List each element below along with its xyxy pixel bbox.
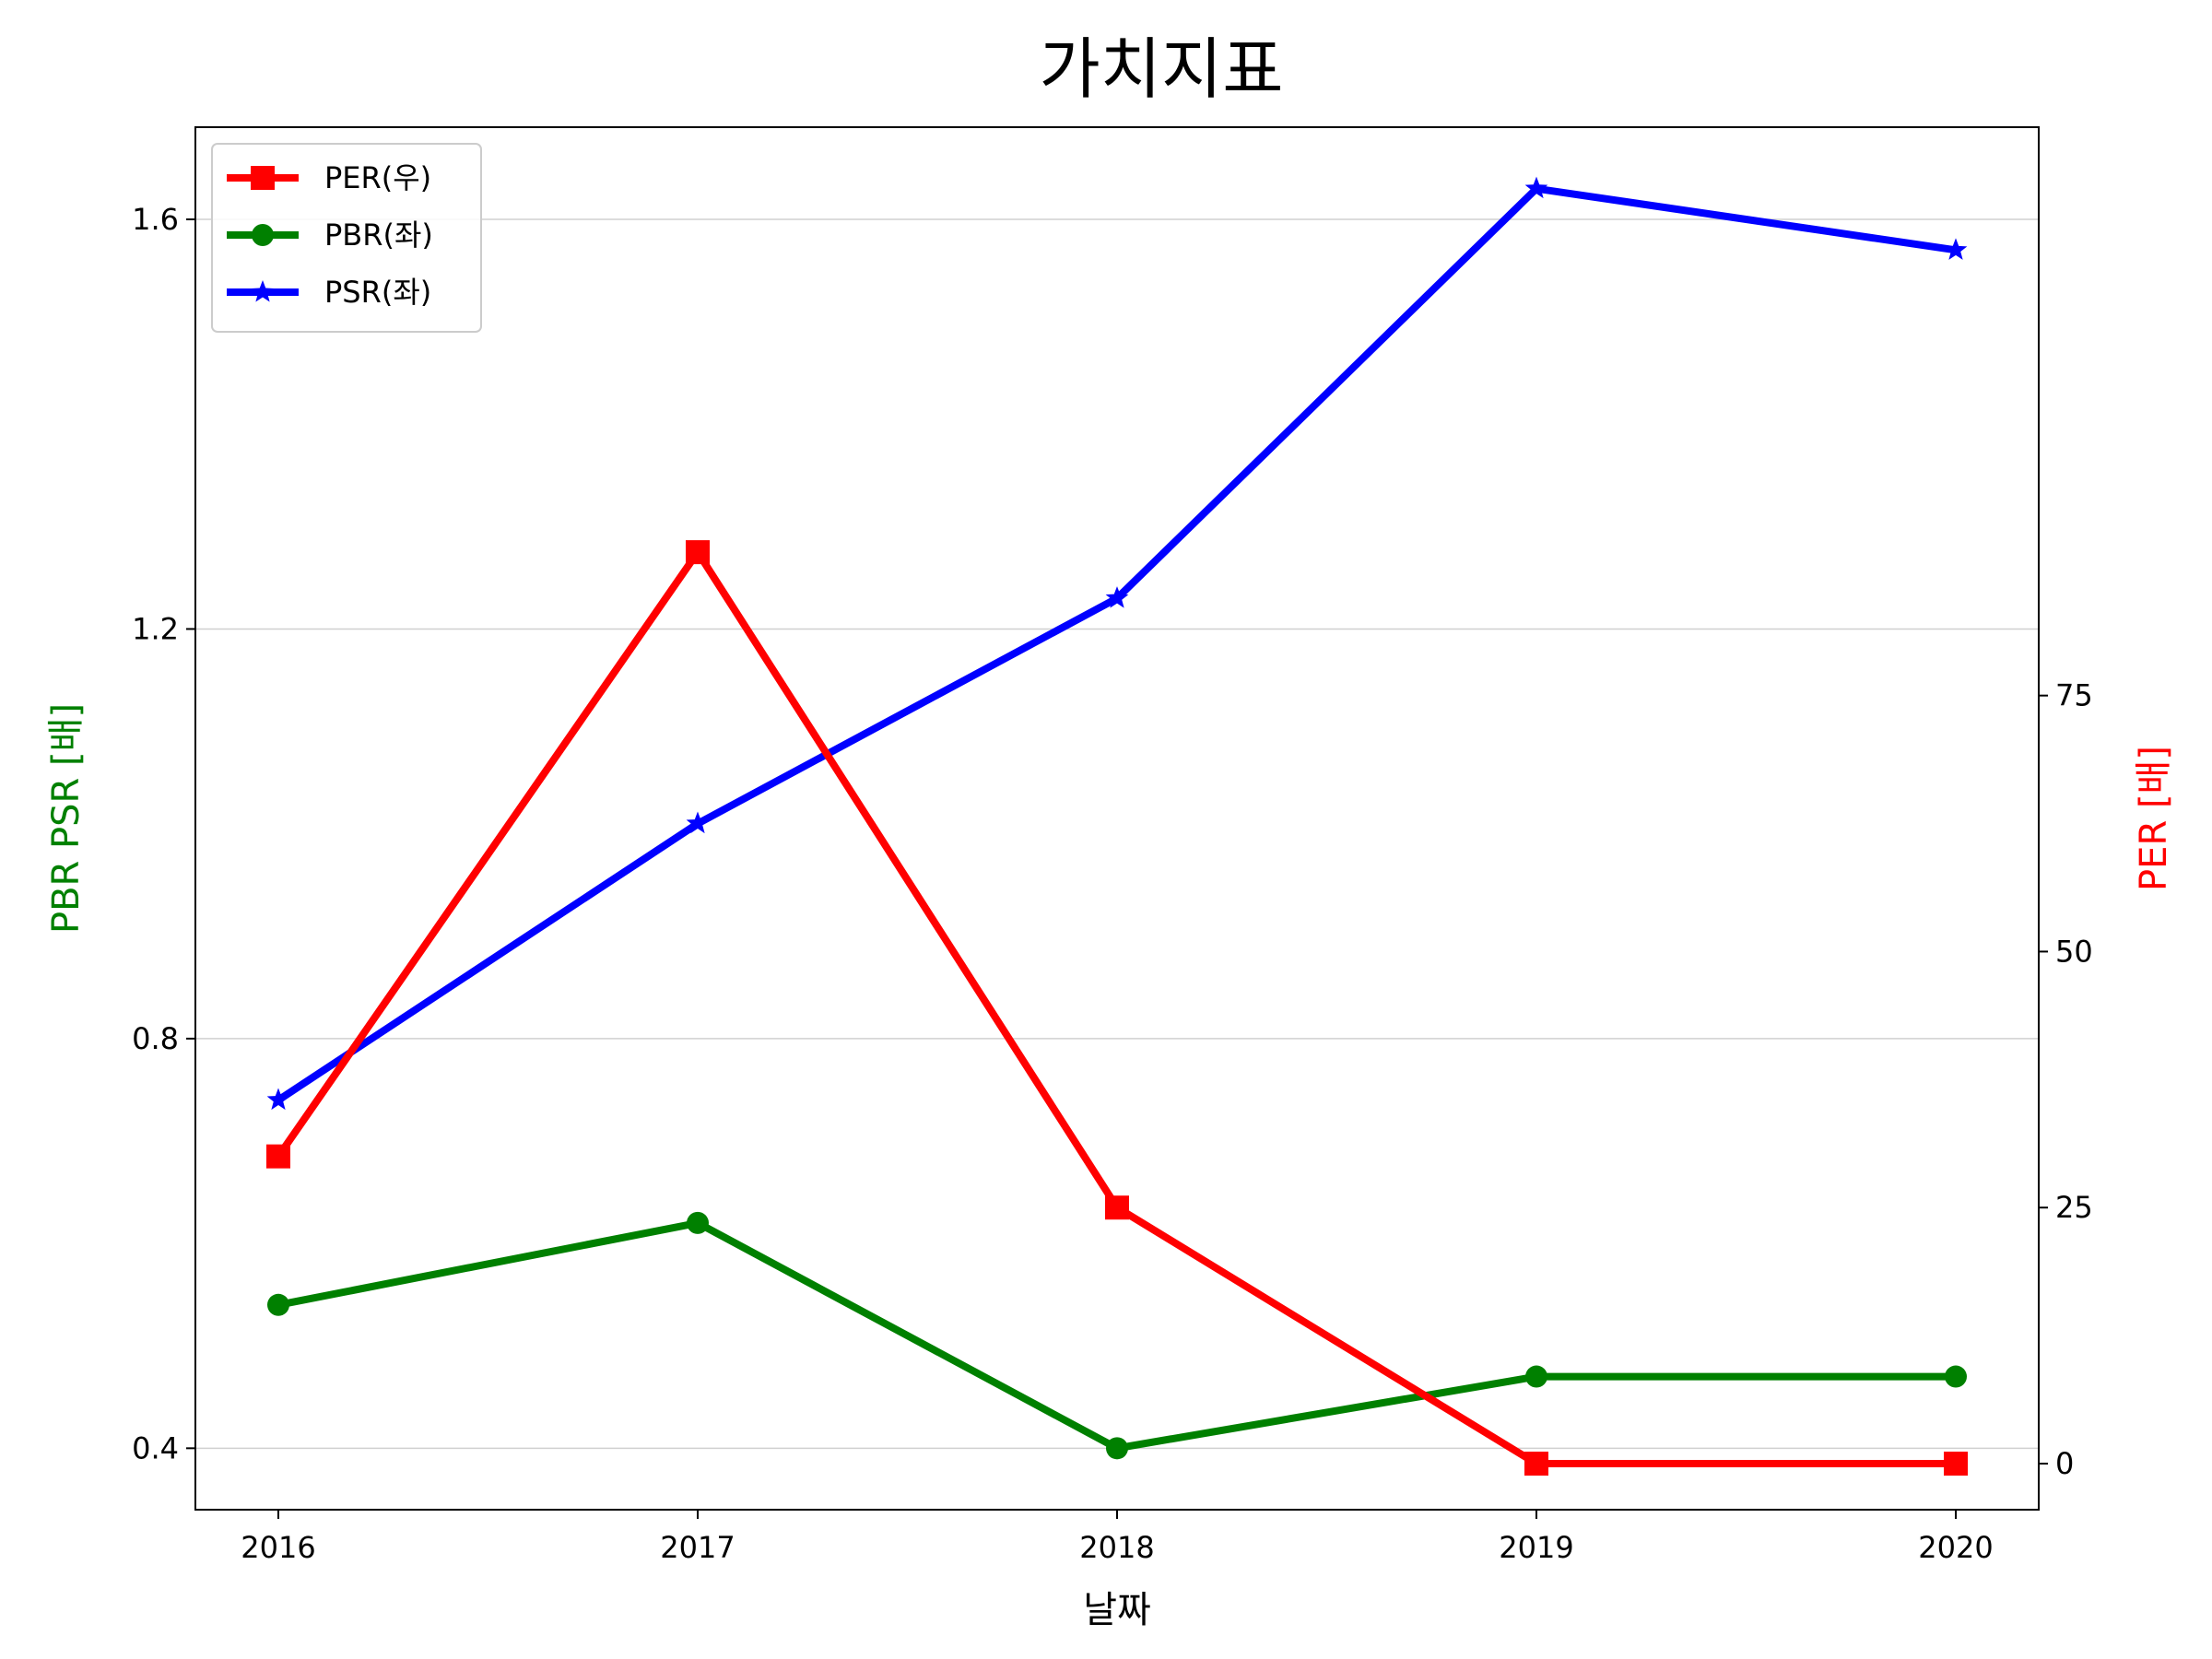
y-right-tick-label: 75 — [2055, 678, 2093, 713]
series-line — [275, 545, 1956, 1467]
data-point — [1944, 1452, 1968, 1476]
legend-label: PSR(좌) — [324, 275, 431, 310]
data-point — [266, 1144, 290, 1169]
series-layer — [266, 176, 1968, 1476]
legend-item: PER(우) — [227, 160, 431, 195]
data-point — [1944, 238, 1968, 260]
data-point — [1106, 1437, 1128, 1460]
legend-marker — [252, 224, 274, 246]
data-point — [686, 540, 710, 565]
legend-marker — [251, 166, 275, 190]
y-left-tick-label: 1.6 — [132, 202, 179, 237]
data-point — [267, 1293, 289, 1316]
y-right-tick-label: 0 — [2055, 1446, 2074, 1481]
x-tick-label: 2016 — [241, 1530, 315, 1565]
data-point — [266, 1088, 290, 1111]
series-PER(우) — [266, 540, 1968, 1476]
x-tick-label: 2019 — [1499, 1530, 1573, 1565]
data-point — [686, 811, 710, 834]
y-axis-left-title: PBR PSR [배] — [45, 703, 88, 934]
legend: PER(우) PBR(좌) PSR(좌) — [211, 143, 482, 333]
chart-title: 가치지표 — [1040, 30, 1284, 108]
x-tick-label: 2018 — [1079, 1530, 1154, 1565]
data-point — [1525, 1365, 1547, 1388]
series-line — [277, 1218, 1956, 1453]
legend-item: PBR(좌) — [227, 218, 433, 253]
y-left-tick-label: 0.8 — [132, 1021, 179, 1056]
data-point — [1524, 176, 1548, 199]
y-axis-right-title: PER [배] — [2133, 746, 2175, 891]
y-axis-right: 0 25 50 75 — [2039, 678, 2093, 1481]
y-right-tick-label: 50 — [2055, 934, 2093, 969]
series-PBR(좌) — [267, 1211, 1967, 1460]
y-right-tick-label: 25 — [2055, 1190, 2093, 1225]
series-PSR(좌) — [266, 176, 1968, 1111]
data-point — [687, 1211, 709, 1234]
series-line — [276, 184, 1957, 1103]
x-tick-label: 2017 — [660, 1530, 735, 1565]
legend-label: PBR(좌) — [324, 218, 433, 253]
data-point — [1945, 1365, 1967, 1388]
legend-item: PSR(좌) — [227, 275, 431, 310]
x-axis: 2016 2017 2018 2019 2020 — [241, 1510, 1994, 1565]
legend-label: PER(우) — [324, 160, 431, 195]
y-left-tick-label: 1.2 — [132, 611, 179, 646]
x-tick-label: 2020 — [1918, 1530, 1993, 1565]
data-point — [1105, 586, 1129, 608]
data-point — [1524, 1452, 1548, 1476]
x-axis-title: 날짜 — [1083, 1589, 1151, 1631]
plot-frame — [194, 126, 2040, 1511]
legend-marker — [251, 280, 275, 302]
legend-box — [211, 143, 482, 333]
y-axis-left: 0.4 0.8 1.2 1.6 — [132, 202, 195, 1465]
data-point — [1105, 1195, 1129, 1220]
y-left-tick-label: 0.4 — [132, 1430, 179, 1465]
